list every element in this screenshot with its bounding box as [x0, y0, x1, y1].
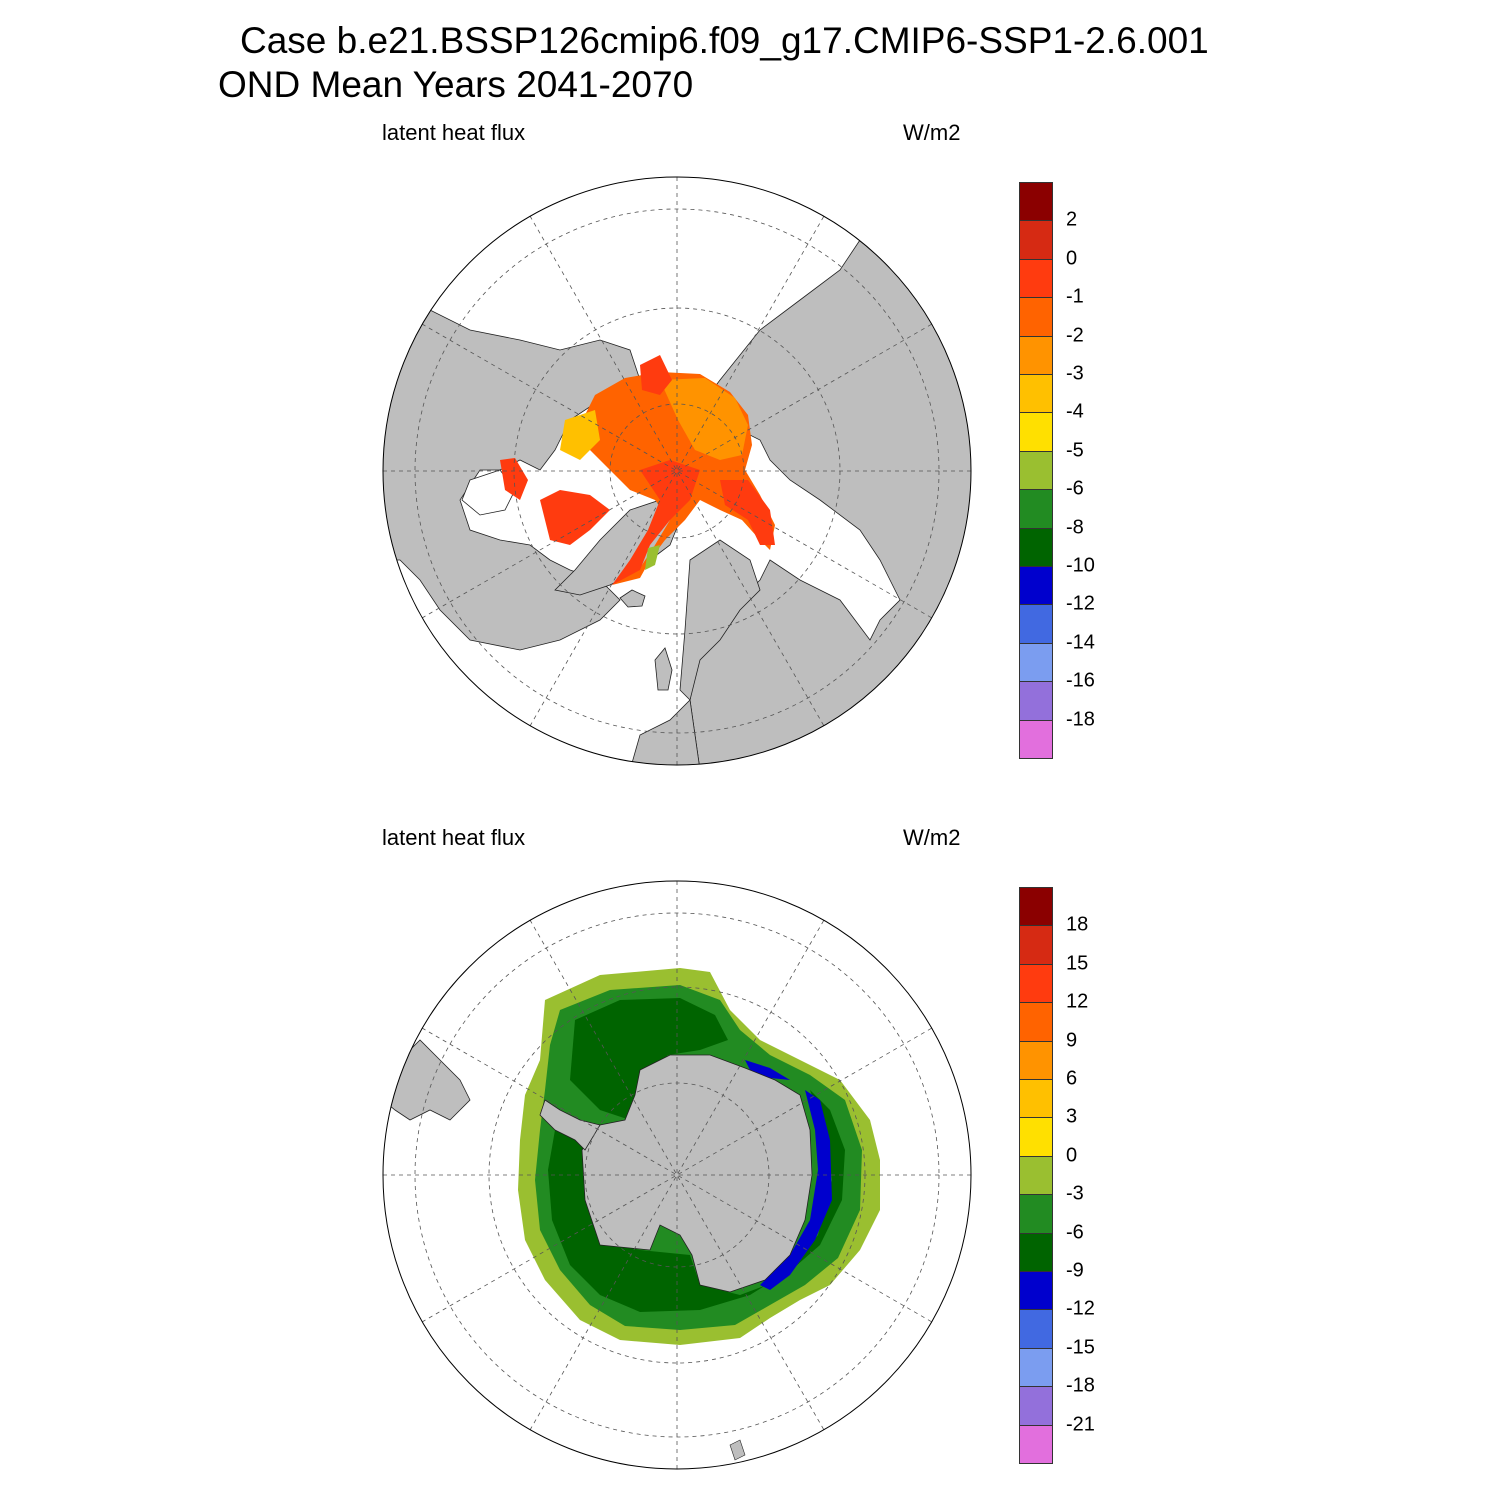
north-land-eurasia — [689, 229, 971, 765]
figure-title-period: OND Mean Years 2041-2070 — [218, 64, 694, 105]
north-colorbar-tick-label: -3 — [1066, 362, 1084, 385]
north-colorbar-box — [1019, 642, 1053, 683]
south-colorbar-tick-label: -21 — [1066, 1413, 1095, 1436]
north-variable-label: latent heat flux — [382, 120, 526, 145]
north-colorbar-box — [1019, 450, 1053, 491]
south-colorbar-tick-label: -12 — [1066, 1297, 1095, 1320]
north-units-label: W/m2 — [903, 120, 961, 145]
south-colorbar-tick-label: -3 — [1066, 1182, 1084, 1205]
north-colorbar-tick-label: -14 — [1066, 631, 1095, 654]
north-colorbar-box — [1019, 297, 1053, 337]
north-colorbar-tick-label: -18 — [1066, 708, 1095, 731]
north-flux-field-yellow — [560, 410, 600, 460]
south-land-island — [729, 1439, 746, 1461]
north-flux-field-red-4 — [500, 458, 528, 500]
north-colorbar-box — [1019, 489, 1053, 529]
north-flux-field-red-1 — [640, 355, 672, 395]
north-colorbar-box — [1019, 719, 1053, 759]
south-units-label: W/m2 — [903, 825, 961, 850]
north-land-north-america — [383, 299, 641, 651]
south-land-antarctic-peninsula — [539, 1099, 601, 1151]
south-map-border — [382, 880, 972, 1470]
north-colorbar-tick-label: -12 — [1066, 592, 1095, 615]
south-colorbar-tick-label: -6 — [1066, 1221, 1084, 1244]
south-colorbar-box — [1019, 1079, 1053, 1119]
north-colorbar-box — [1019, 182, 1053, 222]
north-colorbar-box — [1019, 412, 1053, 452]
north-land-europe — [629, 699, 701, 765]
north-colorbar-box — [1019, 527, 1053, 567]
north-land-uk — [654, 647, 673, 691]
south-colorbar-box — [1019, 925, 1053, 965]
north-land-iceland — [619, 589, 646, 608]
north-polar-map — [382, 176, 972, 766]
north-land-greenland — [554, 499, 681, 596]
north-colorbar-box — [1019, 681, 1053, 721]
north-colorbar-tick-label: -8 — [1066, 516, 1084, 539]
south-flux-band-dark-green-1 — [570, 998, 728, 1120]
north-flux-field-red-2 — [612, 460, 700, 585]
south-graticule — [383, 881, 971, 1469]
south-colorbar-box — [1019, 1194, 1053, 1234]
north-colorbar-tick-label: -10 — [1066, 554, 1095, 577]
figure-title-case: Case b.e21.BSSP126cmip6.f09_g17.CMIP6-SS… — [240, 20, 1209, 61]
south-colorbar-box — [1019, 1424, 1053, 1464]
north-flux-field-red-3 — [720, 480, 775, 545]
north-flux-field-light — [660, 378, 748, 460]
north-hudson-bay — [461, 469, 516, 516]
north-flux-field-red-5 — [540, 490, 610, 545]
south-colorbar-tick-label: 15 — [1066, 952, 1089, 975]
south-colorbar-box — [1019, 1386, 1053, 1426]
north-colorbar-box — [1019, 220, 1053, 260]
south-colorbar-tick-label: 9 — [1066, 1029, 1078, 1052]
south-colorbar-tick-label: -18 — [1066, 1374, 1095, 1397]
south-colorbar-box — [1019, 1040, 1053, 1080]
north-colorbar-box — [1019, 604, 1053, 644]
north-colorbar-tick-label: -4 — [1066, 400, 1084, 423]
south-flux-band-dark-green-2 — [548, 1090, 845, 1312]
north-colorbar-tick-label: 0 — [1066, 247, 1078, 270]
south-colorbar-tick-label: 12 — [1066, 990, 1089, 1013]
north-colorbar-tick-label: -5 — [1066, 439, 1084, 462]
north-land-scandinavia — [679, 539, 761, 701]
south-colorbar-box — [1019, 1117, 1053, 1157]
south-colorbar-box — [1019, 963, 1053, 1004]
south-colorbar-tick-label: 18 — [1066, 913, 1089, 936]
north-colorbar-box — [1019, 374, 1053, 414]
south-colorbar-tick-label: 6 — [1066, 1067, 1078, 1090]
north-colorbar-tick-label: -6 — [1066, 477, 1084, 500]
south-colorbar-box — [1019, 1347, 1053, 1388]
south-variable-label: latent heat flux — [382, 825, 526, 850]
north-graticule — [383, 177, 971, 765]
north-colorbar-tick-label: -2 — [1066, 324, 1084, 347]
south-colorbar-box — [1019, 1002, 1053, 1042]
south-flux-band-blue-2 — [745, 1060, 790, 1080]
south-colorbar-box — [1019, 1309, 1053, 1349]
south-colorbar-tick-label: 0 — [1066, 1144, 1078, 1167]
south-flux-band-blue — [760, 1090, 832, 1290]
south-colorbar-box — [1019, 887, 1053, 927]
south-colorbar: 18 15 12 9 6 3 0 -3 -6 -9 -12 -15 -18 -21 — [1019, 887, 1139, 1464]
south-colorbar-tick-label: -9 — [1066, 1259, 1084, 1282]
north-flux-field-green — [645, 545, 660, 570]
north-colorbar: 2 0 -1 -2 -3 -4 -5 -6 -8 -10 -12 -14 -16 -18 — [1019, 182, 1139, 759]
south-colorbar-box — [1019, 1271, 1053, 1311]
north-colorbar-box — [1019, 335, 1053, 375]
north-map-border — [382, 176, 972, 766]
south-colorbar-tick-label: 3 — [1066, 1105, 1078, 1128]
south-colorbar-box — [1019, 1232, 1053, 1272]
north-colorbar-box — [1019, 566, 1053, 606]
north-colorbar-tick-label: -16 — [1066, 669, 1095, 692]
north-colorbar-tick-label: -1 — [1066, 285, 1084, 308]
south-polar-map — [382, 880, 972, 1470]
south-colorbar-box — [1019, 1155, 1053, 1196]
north-colorbar-box — [1019, 258, 1053, 299]
north-colorbar-tick-label: 2 — [1066, 208, 1078, 231]
south-colorbar-tick-label: -15 — [1066, 1336, 1095, 1359]
